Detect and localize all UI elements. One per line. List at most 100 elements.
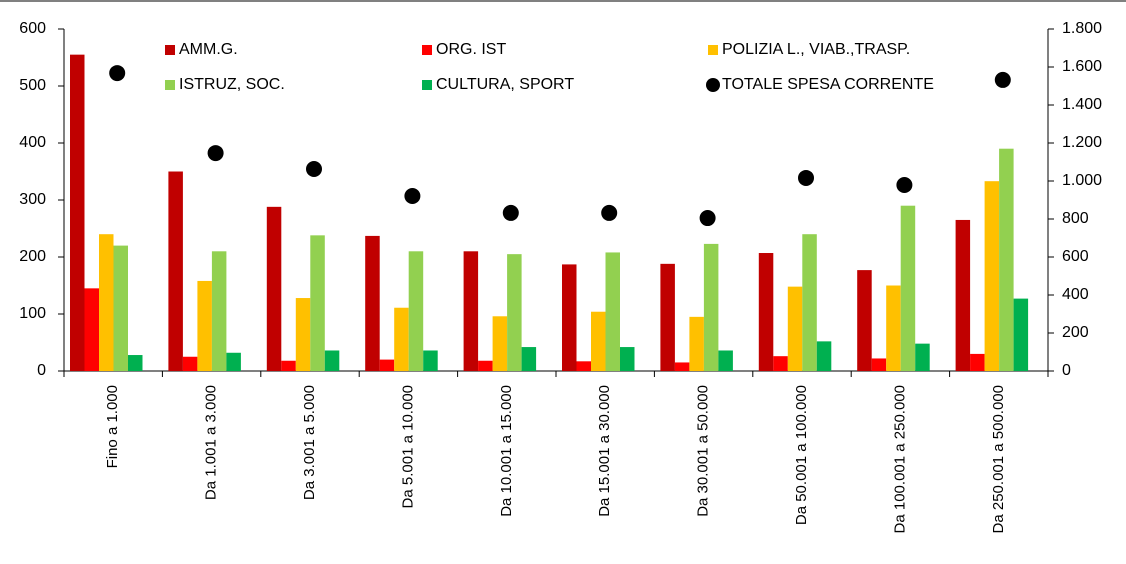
legend-swatch	[422, 45, 432, 55]
x-tick-label: Da 3.001 a 5.000	[301, 385, 318, 500]
bar	[871, 358, 887, 371]
y-tick-label: 200	[19, 248, 46, 265]
bar	[281, 360, 296, 371]
bar	[365, 235, 380, 371]
bar	[660, 263, 675, 371]
bar	[408, 251, 424, 371]
bar	[99, 234, 114, 371]
bar	[84, 288, 99, 371]
bar	[955, 219, 971, 371]
bar	[787, 286, 803, 371]
bar	[718, 350, 733, 371]
bar	[576, 361, 591, 371]
bar	[562, 264, 577, 371]
bar	[900, 205, 916, 371]
y-tick-label: 500	[19, 77, 46, 94]
bar	[295, 298, 311, 371]
total-dot	[994, 71, 1011, 88]
total-dot	[601, 204, 618, 221]
legend-label: AMM.G.	[179, 41, 238, 58]
y2-tick-label: 0	[1062, 362, 1071, 379]
x-tick-label: Da 1.001 a 3.000	[203, 385, 220, 500]
y2-tick-label: 600	[1062, 248, 1089, 265]
total-dot	[798, 169, 814, 186]
bar	[802, 234, 817, 371]
bar	[999, 148, 1014, 371]
bar	[226, 352, 241, 371]
total-dot	[306, 161, 322, 178]
bar	[113, 245, 128, 371]
bar	[521, 347, 537, 371]
bar	[423, 350, 438, 371]
bar	[70, 54, 85, 372]
x-tick-label: Da 15.001 a 30.000	[596, 385, 613, 517]
x-tick-label: Fino a 1.000	[104, 385, 121, 468]
bar	[182, 356, 198, 371]
bar	[128, 355, 143, 371]
bar	[197, 280, 212, 371]
bar	[478, 360, 493, 371]
legend-swatch	[422, 80, 432, 90]
bar	[970, 353, 985, 371]
bar	[703, 243, 719, 371]
y2-tick-label: 1.200	[1062, 134, 1102, 151]
y2-tick-label: 1.800	[1062, 20, 1102, 37]
bar	[984, 181, 1000, 371]
total-dot	[502, 204, 519, 221]
bar	[816, 341, 832, 371]
legend-dot	[706, 78, 720, 92]
legend-swatch	[708, 45, 718, 55]
y-tick-label: 300	[19, 191, 46, 208]
y2-tick-label: 400	[1062, 286, 1089, 303]
x-tick-label: Da 100.001 a 250.000	[891, 385, 908, 533]
bar	[211, 251, 227, 371]
bar	[394, 307, 409, 371]
bar	[266, 206, 282, 371]
legend-swatch	[165, 80, 175, 90]
bar	[674, 362, 690, 371]
legend-label: CULTURA, SPORT	[436, 76, 574, 93]
total-dot	[207, 145, 224, 162]
bar	[463, 251, 479, 371]
bar	[758, 253, 774, 371]
bar	[324, 350, 340, 371]
y2-tick-label: 1.600	[1062, 58, 1102, 75]
total-dot	[699, 210, 716, 227]
bar	[915, 343, 930, 371]
y-tick-label: 100	[19, 305, 46, 322]
y2-tick-label: 800	[1062, 210, 1089, 227]
bar	[1013, 298, 1029, 371]
total-dot	[109, 65, 126, 82]
x-tick-label: Da 10.001 a 15.000	[498, 385, 515, 517]
bar	[507, 254, 522, 371]
legend-label: POLIZIA L., VIAB.,TRASP.	[722, 41, 910, 58]
x-tick-label: Da 5.001 a 10.000	[399, 385, 416, 508]
bar	[379, 359, 395, 371]
x-tick-label: Da 50.001 a 100.000	[793, 385, 810, 525]
y-tick-label: 600	[19, 20, 46, 37]
bar	[591, 311, 606, 371]
bar	[605, 252, 620, 371]
bar	[689, 316, 704, 371]
bar	[886, 285, 901, 371]
bar	[168, 171, 183, 371]
y-tick-label: 0	[37, 362, 46, 379]
total-dot	[896, 176, 913, 193]
bar	[492, 316, 508, 371]
total-dot	[404, 188, 421, 205]
y2-tick-label: 1.000	[1062, 172, 1102, 189]
y-tick-label: 400	[19, 134, 46, 151]
bar	[310, 235, 325, 371]
y2-tick-label: 1.400	[1062, 96, 1102, 113]
legend-swatch	[165, 45, 175, 55]
legend-label: ISTRUZ, SOC.	[179, 76, 285, 93]
bar	[857, 270, 872, 371]
x-tick-label: Da 30.001 a 50.000	[695, 385, 712, 517]
bar	[773, 356, 788, 371]
y2-tick-label: 200	[1062, 324, 1089, 341]
legend-label: TOTALE SPESA CORRENTE	[722, 76, 934, 93]
legend-label: ORG. IST	[436, 41, 506, 58]
bar	[620, 347, 635, 371]
x-tick-label: Da 250.001 a 500.000	[990, 385, 1007, 533]
